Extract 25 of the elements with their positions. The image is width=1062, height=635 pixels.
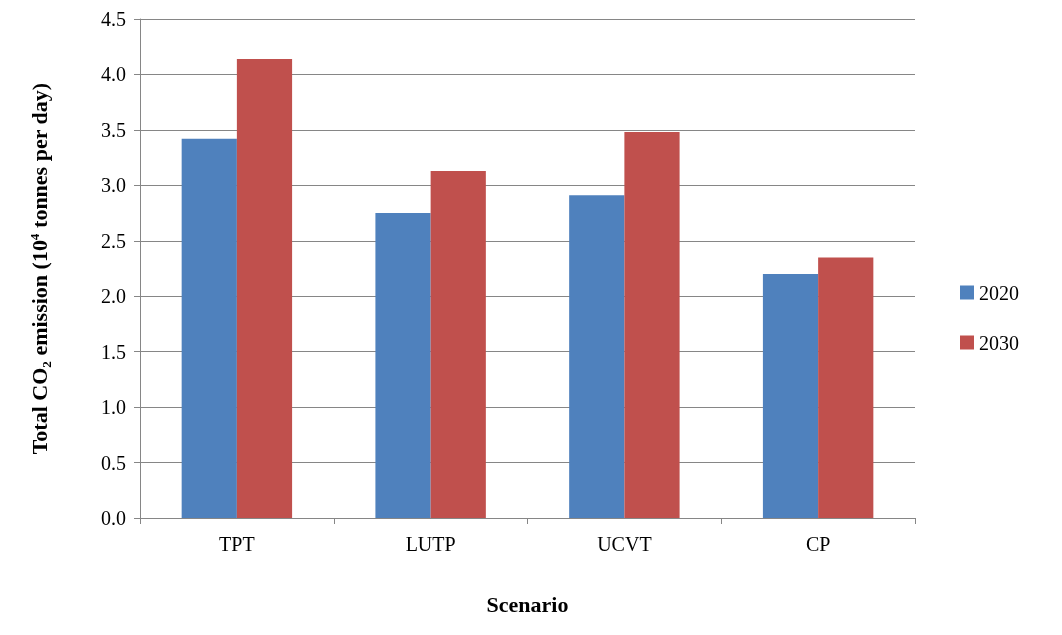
x-axis-title: Scenario: [486, 591, 569, 617]
bar: [624, 132, 680, 518]
y-tick-label: 3.0: [101, 174, 126, 197]
y-tick-label: 1.0: [101, 396, 126, 419]
x-tick-label: UCVT: [597, 533, 652, 555]
bar: [762, 274, 819, 518]
x-tick-label: CP: [805, 533, 831, 555]
x-tick-label: TPT: [219, 533, 255, 555]
legend-label: 2020: [979, 281, 1019, 304]
y-tick-label: 4.0: [101, 63, 126, 86]
bar: [818, 257, 874, 518]
x-tick-label: LUTP: [405, 533, 456, 555]
y-tick-label: 3.5: [101, 118, 126, 141]
y-tick-label: 0.0: [101, 507, 126, 529]
y-tick-label: 4.5: [101, 8, 126, 30]
bar: [430, 170, 486, 518]
bar: [181, 138, 237, 518]
y-tick-label: 1.5: [101, 340, 126, 363]
legend-label: 2030: [979, 331, 1019, 354]
bar: [375, 213, 431, 518]
bar: [569, 195, 625, 518]
y-tick-label: 2.0: [101, 285, 126, 308]
y-tick-label: 0.5: [101, 451, 126, 474]
y-tick-label: 2.5: [101, 229, 126, 252]
bar: [236, 58, 293, 518]
